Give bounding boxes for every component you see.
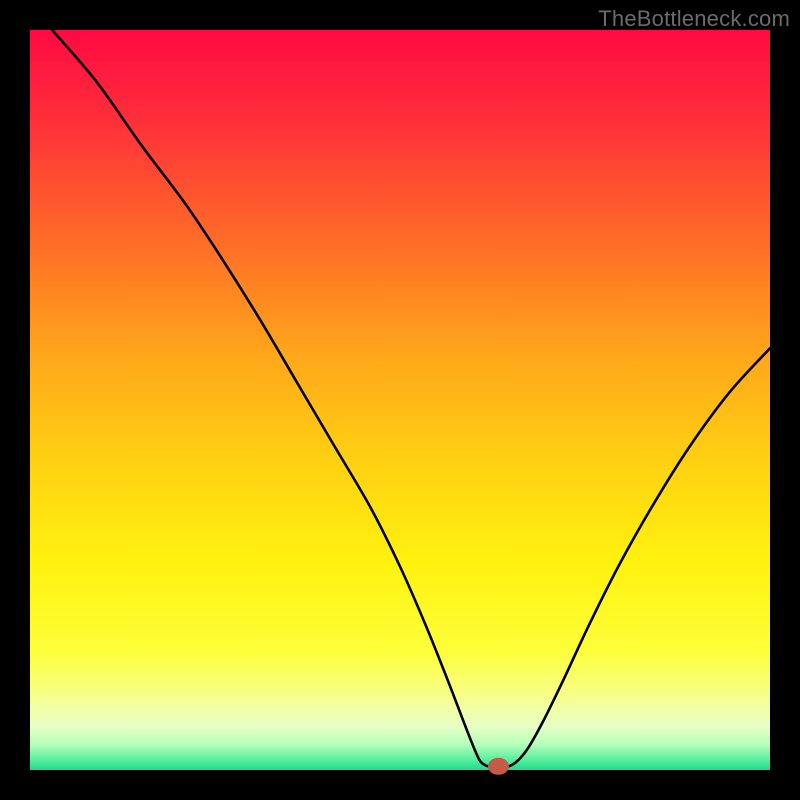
chart-stage: TheBottleneck.com	[0, 0, 800, 800]
plot-area	[30, 30, 770, 770]
bottleneck-chart	[0, 0, 800, 800]
watermark-text: TheBottleneck.com	[598, 6, 790, 32]
optimal-marker	[488, 758, 508, 774]
